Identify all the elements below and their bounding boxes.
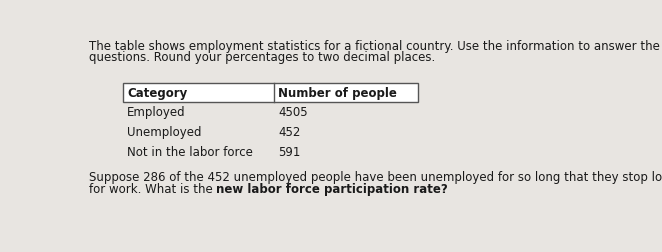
Text: Number of people: Number of people bbox=[278, 87, 397, 100]
Text: Not in the labor force: Not in the labor force bbox=[127, 146, 253, 159]
Text: Suppose 286 of the 452 unemployed people have been unemployed for so long that t: Suppose 286 of the 452 unemployed people… bbox=[89, 170, 662, 183]
Text: The table shows employment statistics for a fictional country. Use the informati: The table shows employment statistics fo… bbox=[89, 40, 660, 52]
Text: 4505: 4505 bbox=[278, 106, 308, 119]
Text: Employed: Employed bbox=[127, 106, 185, 119]
Text: Category: Category bbox=[127, 87, 187, 100]
Text: 452: 452 bbox=[278, 126, 301, 139]
Text: for work. What is the: for work. What is the bbox=[89, 182, 216, 195]
Text: questions. Round your percentages to two decimal places.: questions. Round your percentages to two… bbox=[89, 51, 435, 64]
Bar bbox=[123, 84, 418, 102]
Text: new labor force participation rate?: new labor force participation rate? bbox=[216, 182, 448, 195]
Text: Unemployed: Unemployed bbox=[127, 126, 201, 139]
Text: 591: 591 bbox=[278, 146, 301, 159]
